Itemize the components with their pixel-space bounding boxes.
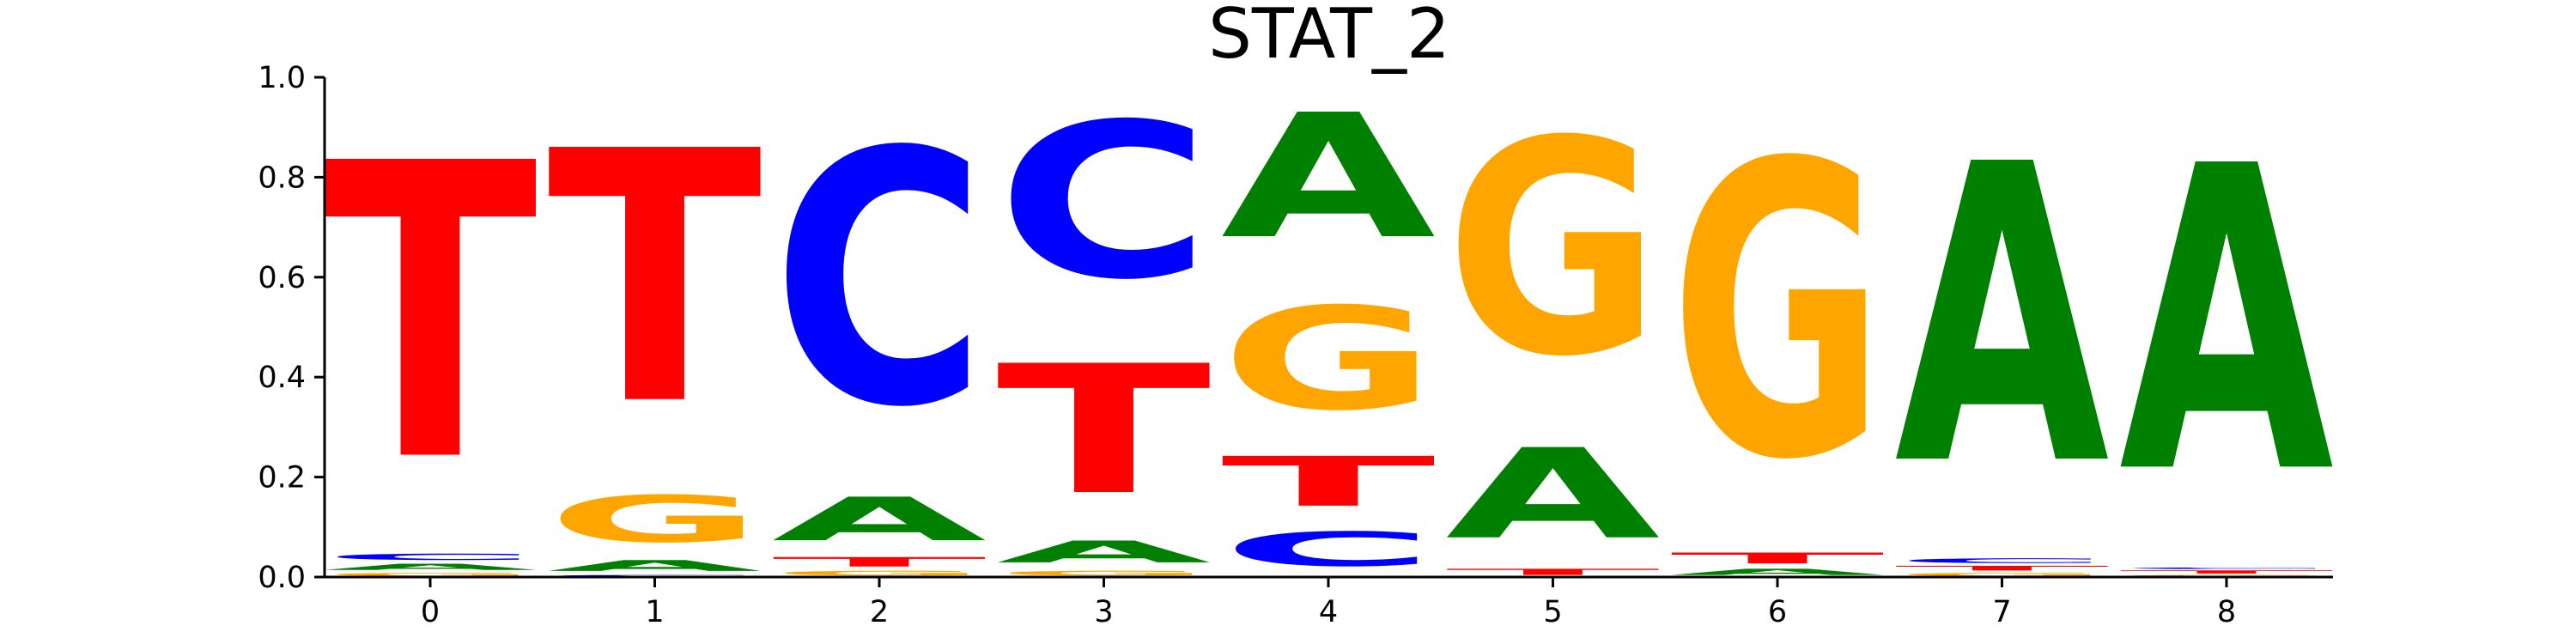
- logo-letter-a-pos-3: A: [997, 535, 1212, 569]
- y-tick-label: 0.8: [258, 161, 306, 195]
- logo-letter-g-pos-4: G: [1221, 277, 1436, 441]
- logo-letter-a-pos-5: A: [1446, 422, 1661, 567]
- logo-letter-t-pos-8: T: [2119, 569, 2336, 574]
- logo-letter-a-pos-4: A: [1221, 78, 1437, 276]
- logo-letter-g-pos-7: G: [1895, 572, 2110, 577]
- y-tick-label: 0.4: [258, 361, 306, 395]
- logo-letter-c-pos-4: C: [1221, 522, 1436, 577]
- logo-letter-g-pos-2: G: [772, 569, 987, 577]
- logo-letter-g-pos-5: G: [1446, 78, 1661, 422]
- logo-letter-t-pos-5: T: [1446, 567, 1662, 577]
- logo-letter-t-pos-2: T: [772, 555, 988, 569]
- logo-letter-a-pos-1: A: [548, 557, 762, 574]
- logo-letter-g-pos-3: G: [997, 569, 1212, 577]
- x-tick-label: 6: [1768, 595, 1787, 629]
- logo-letter-a-pos-6: A: [1670, 567, 1885, 577]
- x-tick-label: 7: [1992, 595, 2011, 629]
- logo-letter-t-pos-3: T: [997, 328, 1213, 534]
- axes: 0.0 0.2 0.4 0.6 0.8 1.0 0 1 2 3 4 5 6 7 8: [258, 61, 2333, 629]
- x-tick-label: 0: [421, 595, 440, 629]
- x-tick-label: 2: [870, 595, 889, 629]
- x-tick-label: 3: [1094, 595, 1113, 629]
- logo-letter-a-pos-7: A: [1895, 79, 2111, 556]
- y-tick-label: 0.2: [258, 461, 306, 495]
- logo-letter-a-pos-8: A: [2119, 78, 2336, 566]
- x-tick-label: 4: [1319, 595, 1338, 629]
- logo-letter-c-pos-2: C: [772, 78, 987, 483]
- logo-letter-c-pos-8: C: [2119, 567, 2334, 569]
- x-tick-label: 5: [1543, 595, 1562, 629]
- logo-letter-c-pos-0: C: [323, 552, 538, 562]
- logo-letter-t-pos-7: T: [1895, 564, 2111, 572]
- logo-letter-c-pos-3: C: [997, 78, 1212, 326]
- y-tick-label: 1.0: [258, 61, 306, 95]
- y-tick-label: 0.0: [258, 561, 306, 595]
- logo-letter-a-pos-2: A: [772, 485, 987, 555]
- logo-letter-t-pos-4: T: [1221, 442, 1437, 522]
- logo-letter-c-pos-7: C: [1895, 557, 2110, 565]
- chart-title: STAT_2: [1208, 0, 1450, 74]
- y-tick-label: 0.6: [258, 261, 306, 295]
- x-tick-label: 1: [645, 595, 664, 629]
- logo-letter-t-pos-1: T: [548, 78, 764, 481]
- logo-letter-t-pos-0: T: [323, 78, 539, 550]
- logo-letter-t-pos-6: T: [1670, 550, 1886, 567]
- x-tick-label: 8: [2217, 595, 2236, 629]
- logo-letter-g-pos-6: G: [1670, 79, 1885, 549]
- logo-letter-g-pos-1: G: [548, 483, 762, 557]
- logo-letter-a-pos-0: A: [323, 562, 538, 573]
- letter-stacks: GACTCAGTGTACGATCCTGATAGATGGTCAGTCA: [323, 78, 2336, 577]
- logo-letter-g-pos-0: G: [323, 572, 538, 577]
